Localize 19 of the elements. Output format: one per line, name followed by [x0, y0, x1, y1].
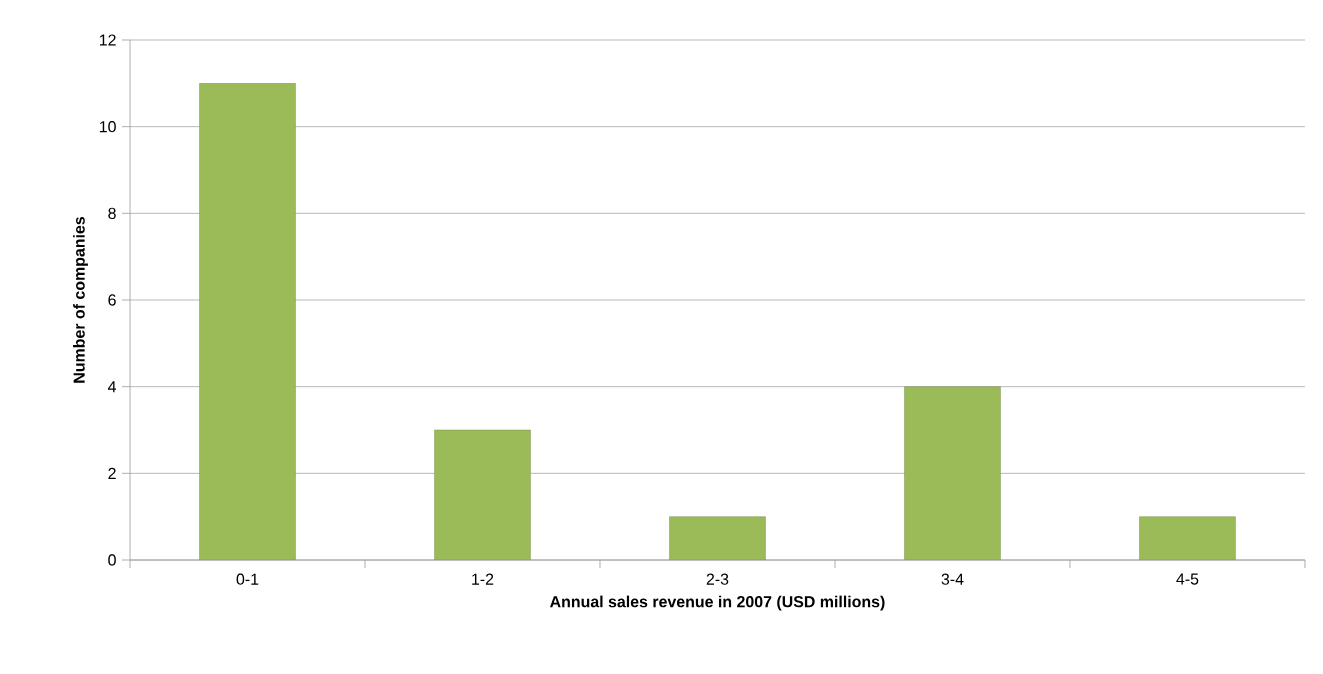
bar: [669, 516, 766, 560]
y-tick-label: 0: [108, 554, 116, 566]
x-tick-label: 3-4: [941, 573, 964, 585]
y-tick-label: 6: [108, 294, 116, 306]
x-axis-title: Annual sales revenue in 2007 (USD millions): [550, 595, 885, 611]
x-tick-label: 1-2: [472, 573, 494, 585]
bar: [904, 386, 1001, 560]
y-tick-label: 10: [99, 121, 116, 133]
y-tick-label: 12: [99, 34, 116, 46]
y-tick-label: 8: [108, 207, 116, 219]
bar: [199, 83, 296, 560]
bar: [1139, 516, 1236, 560]
y-tick-label: 4: [107, 381, 117, 393]
bar: [434, 429, 531, 560]
y-tick-label: 2: [108, 467, 116, 479]
x-tick-label: 0-1: [236, 573, 259, 585]
x-tick-label: 2-3: [706, 573, 729, 585]
y-axis-title: Number of companies: [73, 216, 88, 383]
x-tick-label: 4-5: [1176, 573, 1199, 585]
